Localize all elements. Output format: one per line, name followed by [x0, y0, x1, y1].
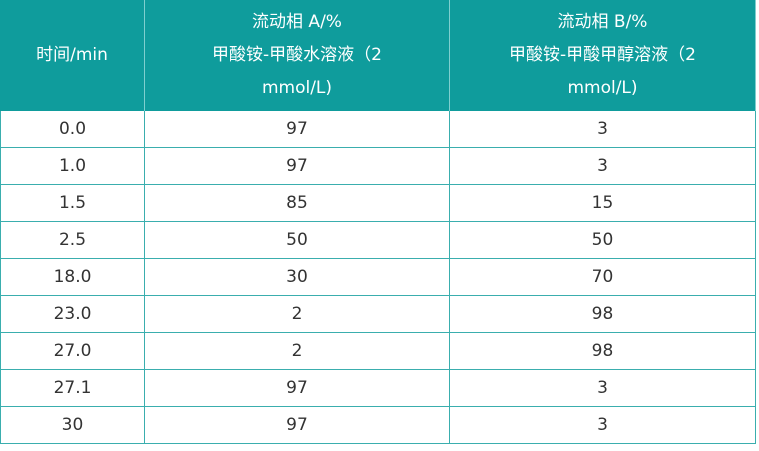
table-cell: 97	[145, 370, 450, 407]
table-cell: 1.0	[0, 148, 145, 185]
table-cell: 97	[145, 148, 450, 185]
table-cell: 23.0	[0, 296, 145, 333]
table-cell: 3	[450, 111, 756, 148]
header-cell: 流动相 A/% 甲酸铵-甲酸水溶液（2 mmol/L)	[145, 0, 450, 111]
table-cell: 2	[145, 296, 450, 333]
table-cell: 85	[145, 185, 450, 222]
table-cell: 30	[145, 259, 450, 296]
table-cell: 30	[0, 407, 145, 444]
header-text: 时间/min	[36, 45, 108, 65]
table-cell: 2	[145, 333, 450, 370]
table-cell: 15	[450, 185, 756, 222]
header-text: mmol/L)	[567, 78, 638, 98]
header-cell: 时间/min	[0, 0, 145, 111]
header-text: 甲酸铵-甲酸甲醇溶液（2	[509, 45, 696, 65]
table-cell: 3	[450, 148, 756, 185]
table-cell: 2.5	[0, 222, 145, 259]
header-text: mmol/L)	[261, 78, 333, 98]
table-cell: 1.5	[0, 185, 145, 222]
table-cell: 3	[450, 370, 756, 407]
header-cell: 流动相 B/% 甲酸铵-甲酸甲醇溶液（2 mmol/L)	[450, 0, 756, 111]
table-cell: 50	[450, 222, 756, 259]
table-cell: 97	[145, 407, 450, 444]
table-cell: 98	[450, 296, 756, 333]
table-cell: 50	[145, 222, 450, 259]
table-cell: 27.0	[0, 333, 145, 370]
header-text: 流动相 B/%	[557, 12, 648, 32]
table-cell: 97	[145, 111, 450, 148]
table-cell: 70	[450, 259, 756, 296]
header-text: 甲酸铵-甲酸水溶液（2	[212, 45, 382, 65]
table-cell: 3	[450, 407, 756, 444]
table-cell: 98	[450, 333, 756, 370]
table-cell: 0.0	[0, 111, 145, 148]
table-cell: 18.0	[0, 259, 145, 296]
header-text: 流动相 A/%	[252, 12, 342, 32]
table-cell: 27.1	[0, 370, 145, 407]
